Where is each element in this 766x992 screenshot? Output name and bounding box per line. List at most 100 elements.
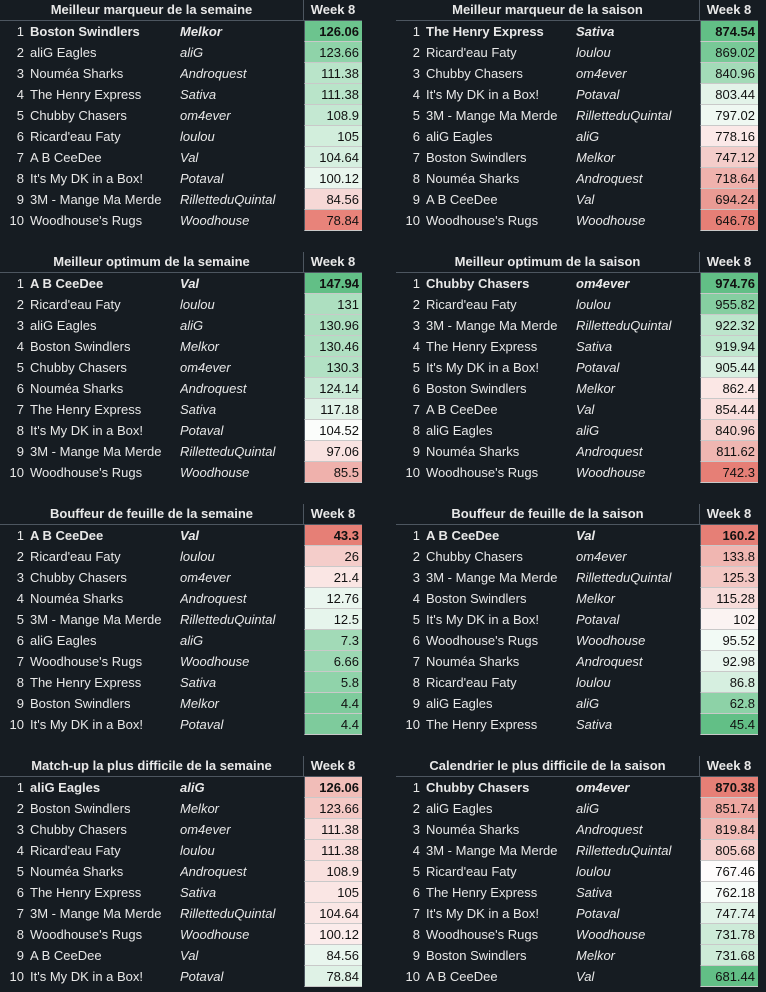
team-name-cell: Ricard'eau Faty (30, 129, 121, 144)
table-row: 8 It's My DK in a Box! Potaval 100.12 (0, 168, 362, 189)
rank-cell: 9 (16, 192, 24, 207)
team-name-cell: Chubby Chasers (426, 276, 530, 291)
score-cell: 747.12 (700, 147, 758, 168)
owner-name-cell: Melkor (180, 696, 220, 711)
table-row: 10 Woodhouse's Rugs Woodhouse 85.5 (0, 462, 362, 483)
team-name-cell: aliG Eagles (30, 318, 97, 333)
score-cell: 874.54 (700, 21, 758, 42)
team-name-cell: It's My DK in a Box! (426, 612, 540, 627)
table-row: 9 aliG Eagles aliG 62.8 (396, 693, 758, 714)
table-row: 3 3M - Mange Ma Merde RilletteduQuintal 125… (396, 567, 758, 588)
table-row: 10 The Henry Express Sativa 45.4 (396, 714, 758, 735)
owner-name-cell: Sativa (576, 885, 613, 900)
owner-name-cell: Potaval (576, 360, 620, 375)
owner-name-cell: Melkor (576, 150, 616, 165)
rank-cell: 5 (16, 612, 24, 627)
rank-cell: 3 (16, 822, 24, 837)
score-cell: 767.46 (700, 861, 758, 882)
rank-cell: 7 (412, 654, 420, 669)
score-cell: 694.24 (700, 189, 758, 210)
team-name-cell: Woodhouse's Rugs (426, 465, 539, 480)
owner-name-cell: Potaval (180, 423, 224, 438)
rank-cell: 2 (412, 297, 420, 312)
rank-cell: 4 (16, 591, 24, 606)
owner-name-cell: Val (180, 150, 199, 165)
table-row: 4 Nouméa Sharks Androquest 12.76 (0, 588, 362, 609)
score-cell: 919.94 (700, 336, 758, 357)
score-cell: 130.46 (304, 336, 362, 357)
team-name-cell: aliG Eagles (30, 780, 101, 795)
table-row: 9 Boston Swindlers Melkor 4.4 (0, 693, 362, 714)
score-cell: 974.76 (700, 273, 758, 294)
leaderboard-table: Calendrier le plus difficile de la saiso… (396, 756, 758, 987)
score-cell: 124.14 (304, 378, 362, 399)
team-name-cell: 3M - Mange Ma Merde (30, 192, 162, 207)
owner-name-cell: RilletteduQuintal (576, 318, 672, 333)
table-row: 7 Boston Swindlers Melkor 747.12 (396, 147, 758, 168)
score-cell: 819.84 (700, 819, 758, 840)
score-cell: 6.66 (304, 651, 362, 672)
rank-cell: 2 (16, 549, 24, 564)
team-name-cell: Chubby Chasers (426, 549, 523, 564)
owner-name-cell: Woodhouse (180, 213, 250, 228)
rank-cell: 2 (412, 549, 420, 564)
team-name-cell: aliG Eagles (30, 45, 97, 60)
rank-cell: 7 (16, 402, 24, 417)
owner-name-cell: Potaval (180, 717, 224, 732)
leaderboard-table: Meilleur marqueur de la semaine Week 8 1 Bo… (0, 0, 362, 231)
table-row: 1 A B CeeDee Val 147.94 (0, 273, 362, 294)
rank-cell: 2 (16, 297, 24, 312)
rank-cell: 4 (16, 339, 24, 354)
table-row: 2 aliG Eagles aliG 851.74 (396, 798, 758, 819)
team-name-cell: Ricard'eau Faty (426, 297, 517, 312)
team-name-cell: Ricard'eau Faty (426, 45, 517, 60)
team-name-cell: The Henry Express (30, 885, 142, 900)
score-cell: 862.4 (700, 378, 758, 399)
table-row: 9 A B CeeDee Val 84.56 (0, 945, 362, 966)
table-row: 8 Woodhouse's Rugs Woodhouse 731.78 (396, 924, 758, 945)
score-cell: 130.3 (304, 357, 362, 378)
team-name-cell: It's My DK in a Box! (426, 906, 540, 921)
owner-name-cell: om4ever (180, 570, 231, 585)
score-cell: 108.9 (304, 861, 362, 882)
week-column-header: Week 8 (699, 756, 758, 776)
owner-name-cell: Melkor (576, 948, 616, 963)
team-name-cell: aliG Eagles (426, 801, 493, 816)
owner-name-cell: aliG (180, 318, 204, 333)
score-cell: 108.9 (304, 105, 362, 126)
table-header: Bouffeur de feuille de la semaine Week 8 (0, 504, 362, 525)
team-name-cell: Nouméa Sharks (30, 864, 124, 879)
table-row: 9 3M - Mange Ma Merde RilletteduQuintal 84.… (0, 189, 362, 210)
rank-cell: 9 (412, 696, 420, 711)
table-row: 6 Ricard'eau Faty loulou 105 (0, 126, 362, 147)
table-row: 5 Ricard'eau Faty loulou 767.46 (396, 861, 758, 882)
owner-name-cell: Melkor (576, 591, 616, 606)
owner-name-cell: Melkor (180, 801, 220, 816)
table-header: Meilleur optimum de la semaine Week 8 (0, 252, 362, 273)
team-name-cell: aliG Eagles (426, 423, 493, 438)
owner-name-cell: Val (576, 969, 595, 984)
owner-name-cell: Sativa (576, 339, 613, 354)
score-cell: 840.96 (700, 420, 758, 441)
table-body: 1 A B CeeDee Val 147.94 2 Ricard'eau Faty loul… (0, 273, 362, 483)
score-cell: 104.64 (304, 147, 362, 168)
rank-cell: 7 (412, 402, 420, 417)
table-row: 6 Boston Swindlers Melkor 862.4 (396, 378, 758, 399)
owner-name-cell: RilletteduQuintal (180, 612, 276, 627)
table-row: 6 The Henry Express Sativa 105 (0, 882, 362, 903)
rank-cell: 5 (412, 108, 420, 123)
team-name-cell: Boston Swindlers (30, 24, 140, 39)
week-column-header: Week 8 (303, 0, 362, 20)
owner-name-cell: RilletteduQuintal (180, 444, 276, 459)
owner-name-cell: aliG (576, 801, 600, 816)
rank-cell: 8 (412, 927, 420, 942)
rank-cell: 10 (9, 969, 24, 984)
table-row: 3 Nouméa Sharks Androquest 819.84 (396, 819, 758, 840)
rank-cell: 8 (412, 423, 420, 438)
team-name-cell: It's My DK in a Box! (30, 171, 144, 186)
score-cell: 111.38 (304, 819, 362, 840)
owner-name-cell: om4ever (180, 360, 231, 375)
score-cell: 111.38 (304, 840, 362, 861)
table-row: 1 A B CeeDee Val 160.2 (396, 525, 758, 546)
